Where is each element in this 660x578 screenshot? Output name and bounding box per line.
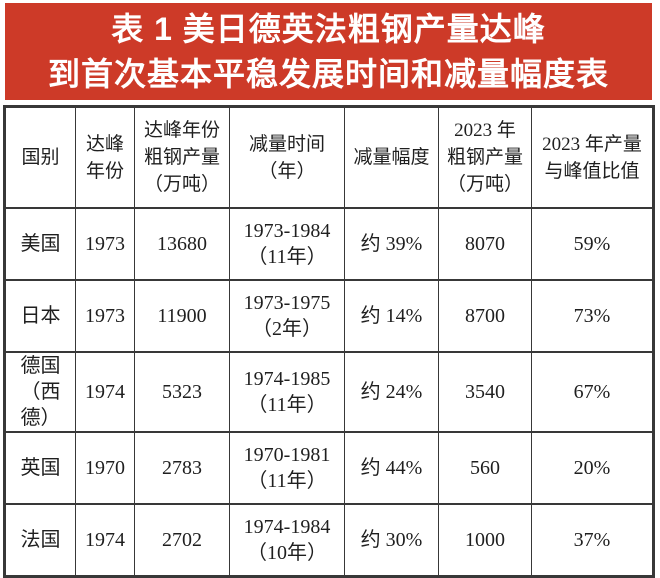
- cell-reduction-period: 1973-1984 （11年）: [229, 207, 345, 281]
- cell-ratio: 37%: [531, 503, 654, 578]
- cell-peak-output: 5323: [134, 351, 230, 433]
- table-title-banner: 表 1 美日德英法粗钢产量达峰 到首次基本平稳发展时间和减量幅度表: [5, 3, 652, 100]
- table-row-japan: 日本 1973 11900 1973-1975 （2年） 约 14% 8700 …: [4, 279, 654, 353]
- header-output-2023: 2023 年 粗钢产量 （万吨）: [438, 105, 532, 209]
- cell-country: 法国: [4, 503, 76, 578]
- country-name: 美国: [20, 233, 61, 255]
- cell-peak-output: 2702: [134, 503, 230, 578]
- table-row-germany: 德国 （西德） 1974 5323 1974-1985 （11年） 约 24% …: [4, 351, 654, 433]
- header-line: 2023 年: [454, 120, 516, 141]
- cell-reduction-period: 1970-1981 （11年）: [229, 431, 345, 505]
- country-name: 日本: [20, 305, 61, 327]
- country-name: 德国: [20, 355, 61, 377]
- cell-ratio: 20%: [531, 431, 654, 505]
- cell-reduction-period: 1973-1975 （2年）: [229, 279, 345, 353]
- cell-peak-year: 1970: [75, 431, 135, 505]
- period-duration: （2年）: [252, 318, 322, 340]
- period-duration: （11年）: [247, 246, 327, 268]
- header-line: 粗钢产量: [446, 147, 523, 168]
- cell-peak-year: 1973: [75, 207, 135, 281]
- cell-reduction-period: 1974-1985 （11年）: [229, 351, 345, 433]
- header-line: 达峰年份: [143, 120, 220, 141]
- steel-production-table: 国别 达峰 年份 达峰年份 粗钢产量 （万吨） 减量时间 （年） 减量幅度: [3, 105, 655, 578]
- header-peak-output: 达峰年份 粗钢产量 （万吨）: [134, 105, 230, 209]
- cell-ratio: 67%: [531, 351, 654, 433]
- table-title-line-1: 表 1 美日德英法粗钢产量达峰: [111, 10, 546, 47]
- cell-country: 日本: [4, 279, 76, 353]
- header-line: （年）: [258, 160, 316, 182]
- cell-reduction-magnitude: 约 14%: [344, 279, 439, 353]
- header-line: 达峰: [85, 133, 124, 155]
- cell-reduction-period: 1974-1984 （10年）: [229, 503, 345, 578]
- period-range: 1974-1985: [243, 368, 331, 390]
- header-line: 减量时间: [248, 133, 325, 155]
- header-reduction-magnitude: 减量幅度: [344, 105, 439, 209]
- period-duration: （11年）: [247, 470, 327, 492]
- header-peak-year: 达峰 年份: [75, 105, 135, 209]
- cell-peak-output: 2783: [134, 431, 230, 505]
- period-range: 1973-1984: [243, 220, 331, 242]
- header-line: 国别: [21, 147, 60, 168]
- header-country: 国别: [4, 105, 76, 209]
- cell-reduction-magnitude: 约 39%: [344, 207, 439, 281]
- cell-output-2023: 8070: [438, 207, 532, 281]
- cell-peak-year: 1974: [75, 351, 135, 433]
- cell-peak-output: 13680: [134, 207, 230, 281]
- cell-country: 英国: [4, 431, 76, 505]
- table-title-line-2: 到首次基本平稳发展时间和减量幅度表: [47, 55, 609, 92]
- period-range: 1970-1981: [243, 444, 331, 466]
- header-line: 粗钢产量: [143, 147, 220, 168]
- cell-peak-year: 1974: [75, 503, 135, 578]
- table-row-uk: 英国 1970 2783 1970-1981 （11年） 约 44% 560 2…: [4, 431, 654, 505]
- header-line: 减量幅度: [353, 147, 430, 168]
- cell-peak-output: 11900: [134, 279, 230, 353]
- cell-country: 德国 （西德）: [4, 351, 76, 433]
- header-line: 年份: [85, 160, 124, 182]
- header-reduction-period: 减量时间 （年）: [229, 105, 345, 209]
- cell-ratio: 73%: [531, 279, 654, 353]
- header-line: （万吨）: [143, 174, 220, 195]
- cell-reduction-magnitude: 约 24%: [344, 351, 439, 433]
- cell-ratio: 59%: [531, 207, 654, 281]
- cell-reduction-magnitude: 约 44%: [344, 431, 439, 505]
- period-duration: （10年）: [247, 542, 327, 564]
- period-range: 1973-1975: [243, 292, 331, 314]
- header-row: 国别 达峰 年份 达峰年份 粗钢产量 （万吨） 减量时间 （年） 减量幅度: [4, 105, 654, 209]
- cell-country: 美国: [4, 207, 76, 281]
- cell-output-2023: 8700: [438, 279, 532, 353]
- table-row-usa: 美国 1973 13680 1973-1984 （11年） 约 39% 8070…: [4, 207, 654, 281]
- country-name-note: （西德）: [20, 381, 61, 429]
- header-line: 2023 年产量: [542, 133, 642, 155]
- header-ratio-to-peak: 2023 年产量 与峰值比值: [531, 105, 654, 209]
- header-line: （万吨）: [446, 174, 523, 195]
- cell-peak-year: 1973: [75, 279, 135, 353]
- cell-reduction-magnitude: 约 30%: [344, 503, 439, 578]
- period-duration: （11年）: [247, 394, 327, 416]
- cell-output-2023: 560: [438, 431, 532, 505]
- country-name: 英国: [20, 457, 61, 479]
- header-line: 与峰值比值: [544, 160, 640, 182]
- table-row-france: 法国 1974 2702 1974-1984 （10年） 约 30% 1000 …: [4, 503, 654, 578]
- period-range: 1974-1984: [243, 516, 331, 538]
- cell-output-2023: 1000: [438, 503, 532, 578]
- country-name: 法国: [20, 529, 61, 551]
- cell-output-2023: 3540: [438, 351, 532, 433]
